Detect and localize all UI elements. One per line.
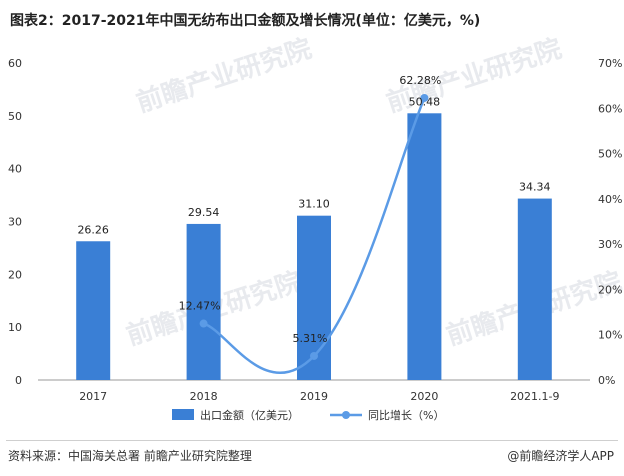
- y-left-tick-label: 50: [8, 110, 22, 123]
- growth-line: [203, 97, 426, 374]
- footer-divider: [6, 440, 618, 441]
- watermark-text: 前瞻产业研究院: [133, 33, 316, 119]
- bar-value-label: 31.10: [298, 198, 330, 211]
- growth-point: [420, 93, 429, 102]
- bar: [517, 198, 552, 380]
- x-tick-label: 2020: [410, 390, 438, 403]
- bar: [76, 241, 111, 380]
- y-right-tick-label: 30%: [598, 238, 622, 251]
- brand-credit: @前瞻经济学人APP: [507, 449, 614, 463]
- y-right-tick-label: 50%: [598, 148, 622, 161]
- y-right-tick-label: 60%: [598, 102, 622, 115]
- growth-value-label: 5.31%: [293, 332, 328, 345]
- legend: 出口金额（亿美元） 同比增长（%）: [172, 408, 444, 422]
- y-left-tick-label: 10: [8, 321, 22, 334]
- y-right-tick-label: 0%: [598, 374, 615, 387]
- y-right-tick-label: 10%: [598, 329, 622, 342]
- growth-value-label: 12.47%: [179, 300, 221, 313]
- legend-bar-label: 出口金额（亿美元）: [200, 408, 299, 422]
- y-left-tick-label: 30: [8, 216, 22, 229]
- x-tick-label: 2018: [190, 390, 218, 403]
- data-labels: 26.26 29.54 31.10 50.48 34.34 12.47% 5.31% 62.2…: [77, 74, 550, 345]
- line-series: [199, 93, 429, 374]
- y-right-tick-label: 70%: [598, 57, 622, 70]
- y-left-tick-label: 40: [8, 163, 22, 176]
- bar: [407, 113, 442, 380]
- bar-series: [76, 113, 552, 380]
- y-right-tick-label: 20%: [598, 283, 622, 296]
- bar: [186, 223, 221, 380]
- legend-line-label: 同比增长（%）: [368, 408, 444, 422]
- y-left-tick-label: 20: [8, 268, 22, 281]
- bar-value-label: 29.54: [188, 206, 220, 219]
- y-left-tick-label: 60: [8, 57, 22, 70]
- bar-value-label: 50.48: [409, 95, 441, 108]
- growth-value-label: 62.28%: [399, 74, 441, 87]
- chart-title: 图表2：2017-2021年中国无纺布出口金额及增长情况(单位：亿美元，%): [10, 13, 481, 29]
- y-left-tick-label: 0: [15, 374, 22, 387]
- axes: 0 10 20 30 40 50 60 0% 10% 20% 30% 40% 50% 60% 70% 2017…: [8, 57, 622, 403]
- y-right-tick-label: 40%: [598, 193, 622, 206]
- growth-point: [199, 319, 208, 328]
- growth-point: [310, 351, 318, 360]
- legend-line-marker: [342, 411, 350, 419]
- bar-value-label: 34.34: [519, 181, 551, 194]
- x-tick-label: 2017: [79, 390, 107, 403]
- x-tick-label: 2019: [300, 390, 328, 403]
- source-note: 资料来源：中国海关总署 前瞻产业研究院整理: [8, 449, 252, 463]
- bar-value-label: 26.26: [77, 223, 109, 236]
- x-tick-label: 2021.1-9: [510, 390, 559, 403]
- legend-bar-swatch: [172, 409, 194, 420]
